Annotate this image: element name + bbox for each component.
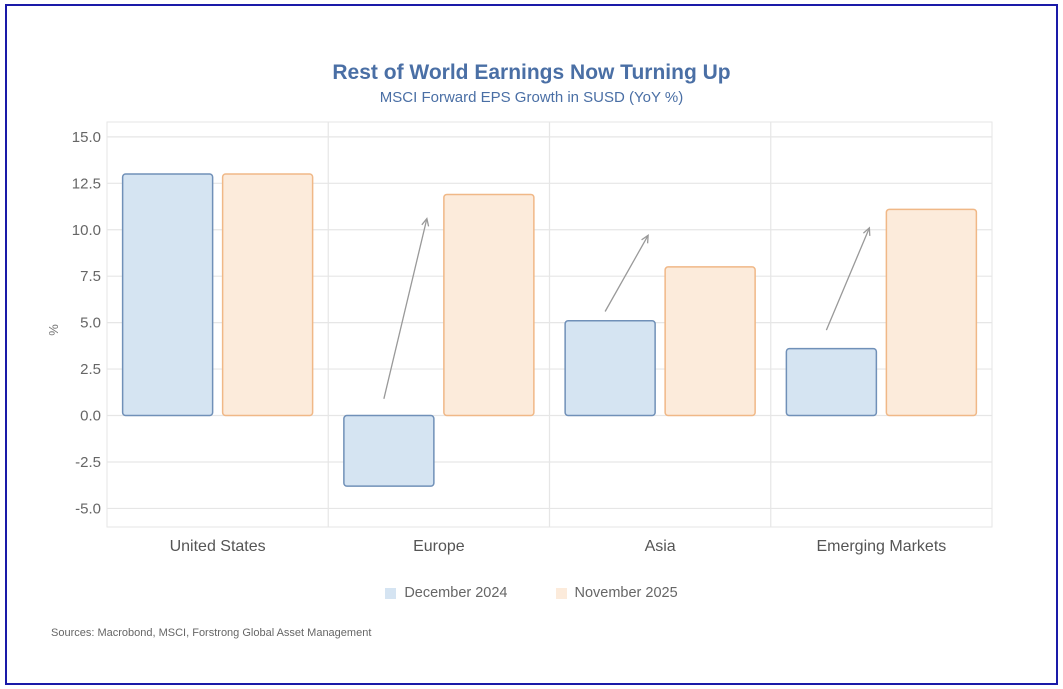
y-tick-label: 10.0 — [72, 222, 101, 239]
arrow-head — [862, 226, 871, 236]
arrows-layer — [383, 217, 871, 399]
bar-dec — [343, 414, 435, 487]
legend-label-nov: November 2025 — [574, 585, 678, 601]
y-tick-label: 0.0 — [80, 408, 101, 425]
arrow-head — [421, 217, 430, 227]
arrow-shaft — [825, 227, 870, 331]
chart-frame — [5, 4, 1058, 685]
bar-nov — [221, 173, 314, 417]
y-tick-label: 7.5 — [80, 268, 101, 285]
arrow-head — [641, 234, 649, 244]
legend-item-dec[interactable]: December 2024 — [385, 585, 508, 601]
y-tick-label: 2.5 — [80, 361, 101, 378]
y-tick-label: 15.0 — [72, 129, 101, 146]
bar-nov — [664, 266, 756, 417]
chart-subtitle: MSCI Forward EPS Growth in SUSD (YoY %) — [379, 89, 684, 106]
trend-arrow — [604, 234, 649, 312]
bar-dec — [121, 173, 214, 417]
y-tick-label: -5.0 — [75, 500, 101, 517]
trend-arrow — [383, 217, 430, 399]
x-tick-label: Emerging Markets — [816, 538, 946, 555]
legend-item-nov[interactable]: November 2025 — [555, 585, 678, 601]
bar-nov — [885, 208, 978, 417]
x-tick-label: Europe — [413, 538, 465, 555]
bars-layer — [121, 173, 978, 487]
legend-swatch-dec — [385, 587, 397, 599]
y-tick-label: -2.5 — [75, 454, 101, 471]
bar-nov — [443, 193, 535, 417]
x-tick-label: Asia — [645, 538, 676, 555]
ticks-layer: 15.0 12.5 10.0 7.5 5.0 2.5 0.0 -2.5 -5.0 United S… — [72, 129, 946, 555]
legend: December 2024 November 2025 — [0, 585, 1063, 601]
legend-swatch-nov — [555, 587, 567, 599]
y-tick-label: 12.5 — [72, 175, 101, 192]
source-note: Sources: Macrobond, MSCI, Forstrong Glob… — [51, 627, 372, 639]
arrow-shaft — [604, 235, 649, 312]
legend-label-dec: December 2024 — [404, 585, 508, 601]
x-tick-label: United States — [170, 538, 266, 555]
y-tick-label: 5.0 — [80, 315, 101, 332]
bar-dec — [785, 347, 878, 417]
arrow-shaft — [383, 218, 428, 399]
y-axis-label: % — [46, 324, 61, 336]
chart-title: Rest of World Earnings Now Turning Up — [332, 61, 731, 84]
bar-dec — [564, 320, 656, 417]
trend-arrow — [825, 226, 871, 331]
